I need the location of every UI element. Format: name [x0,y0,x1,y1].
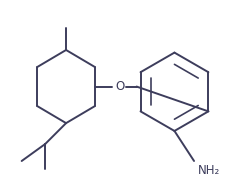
Text: NH₂: NH₂ [198,164,220,177]
Text: O: O [115,80,124,93]
